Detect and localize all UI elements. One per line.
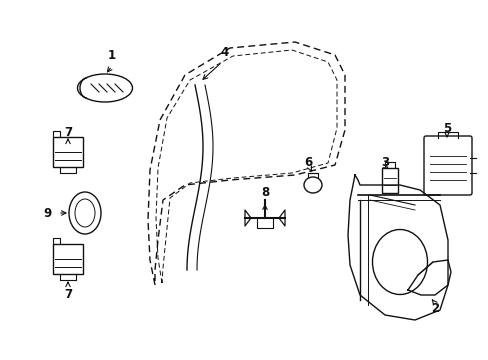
- Text: 6: 6: [303, 156, 311, 168]
- Text: 2: 2: [430, 302, 438, 315]
- Text: 7: 7: [64, 288, 72, 302]
- Text: 9: 9: [44, 207, 52, 220]
- Bar: [381, 168, 397, 193]
- Text: 8: 8: [260, 185, 268, 198]
- Text: 1: 1: [108, 49, 116, 62]
- Bar: [53, 244, 83, 274]
- Text: 4: 4: [221, 45, 229, 59]
- Text: 3: 3: [380, 156, 388, 168]
- Text: 7: 7: [64, 126, 72, 139]
- Text: 5: 5: [442, 122, 450, 135]
- Bar: [53, 137, 83, 167]
